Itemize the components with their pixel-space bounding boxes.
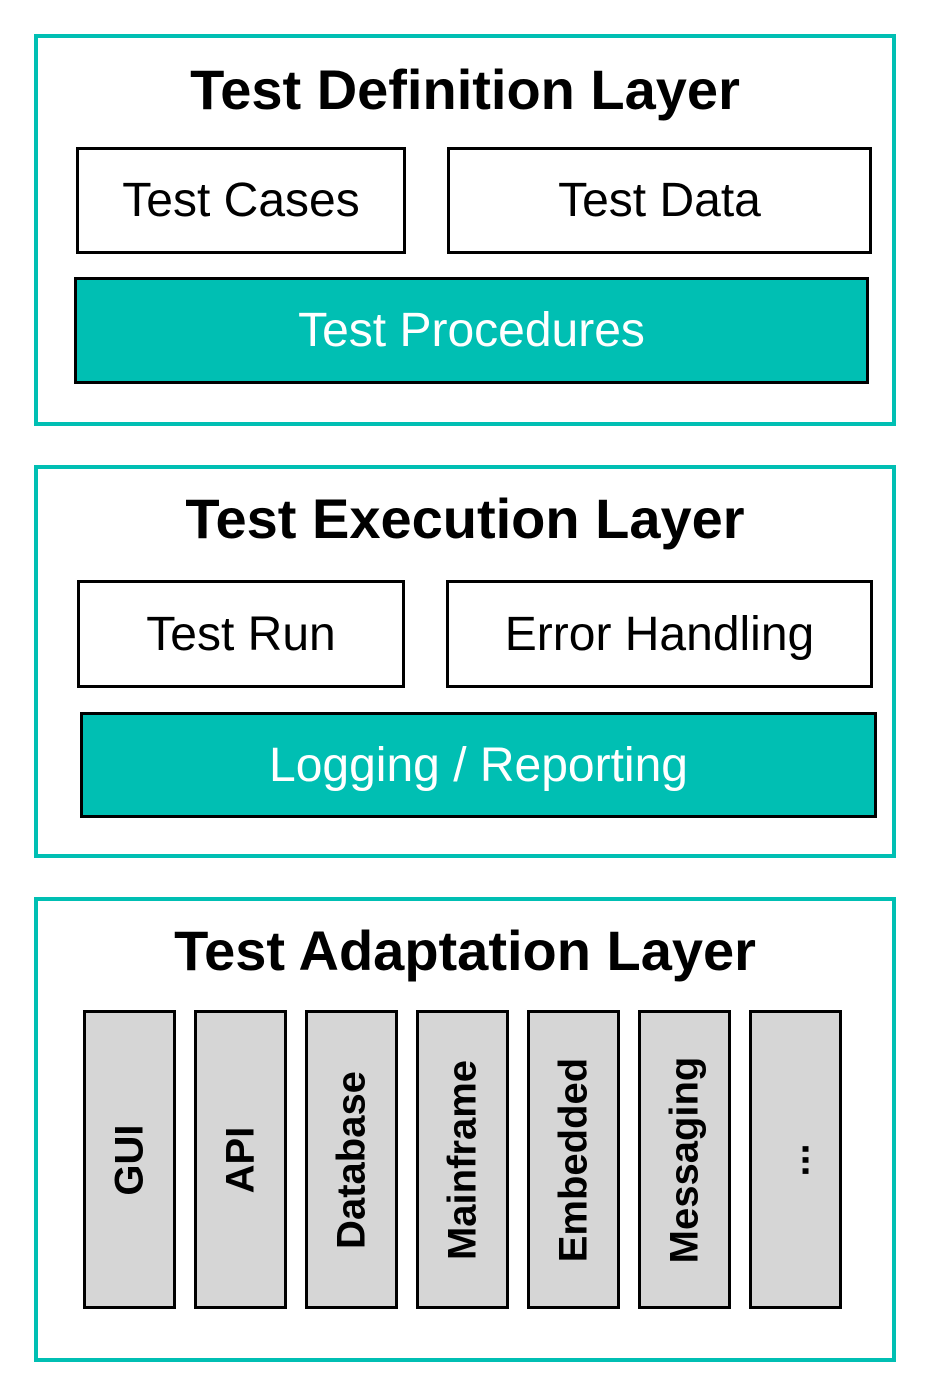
error-handling-box: Error Handling bbox=[446, 580, 873, 688]
adapter-messaging: Messaging bbox=[638, 1010, 731, 1309]
adapter-label: Embedded bbox=[551, 1057, 595, 1262]
adapter-more: ... bbox=[749, 1010, 842, 1309]
adapter-mainframe: Mainframe bbox=[416, 1010, 509, 1309]
layer-title: Test Definition Layer bbox=[190, 58, 740, 121]
adapter-label: Messaging bbox=[662, 1056, 706, 1263]
adapter-label: Database bbox=[329, 1070, 373, 1249]
test-definition-layer: Test Definition Layer bbox=[34, 34, 896, 426]
test-procedures-box: Test Procedures bbox=[74, 277, 869, 384]
adapter-embedded: Embedded bbox=[527, 1010, 620, 1309]
adapter-label: Mainframe bbox=[440, 1059, 484, 1260]
test-data-box: Test Data bbox=[447, 147, 872, 254]
adapter-label: ... bbox=[773, 1142, 817, 1177]
layer-title: Test Execution Layer bbox=[185, 487, 745, 550]
layer-title: Test Adaptation Layer bbox=[174, 919, 756, 982]
test-cases-box: Test Cases bbox=[76, 147, 406, 254]
adapter-api: API bbox=[194, 1010, 287, 1309]
test-execution-layer: Test Execution Layer bbox=[34, 465, 896, 858]
logging-reporting-box: Logging / Reporting bbox=[80, 712, 877, 818]
test-adaptation-layer: Test Adaptation Layer bbox=[34, 897, 896, 1362]
test-run-box: Test Run bbox=[77, 580, 405, 688]
adapter-label: API bbox=[218, 1126, 262, 1193]
adapter-database: Database bbox=[305, 1010, 398, 1309]
adapter-gui: GUI bbox=[83, 1010, 176, 1309]
adapter-label: GUI bbox=[107, 1123, 151, 1196]
